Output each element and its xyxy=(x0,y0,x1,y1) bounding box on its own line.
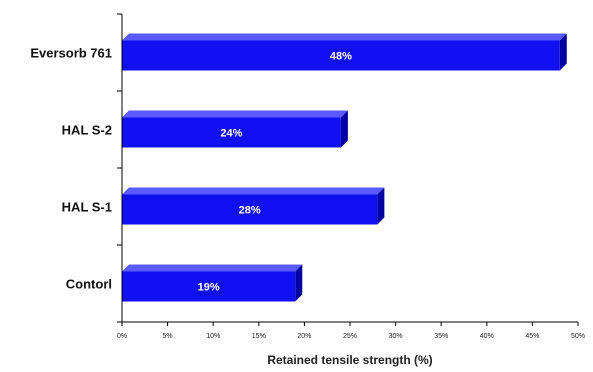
bar-side-face xyxy=(340,110,348,148)
bar-value-label: 24% xyxy=(220,128,242,140)
bar-side-face xyxy=(295,264,303,302)
x-tick-label: 50% xyxy=(571,333,585,340)
x-tick-label: 10% xyxy=(206,333,220,340)
bar-eversorb-761: 48% xyxy=(122,33,567,71)
x-tick-label: 25% xyxy=(343,333,357,340)
bar-top-face xyxy=(122,110,348,118)
x-tick-label: 40% xyxy=(480,333,494,340)
bar-side-face xyxy=(559,33,567,71)
x-tick-label: 15% xyxy=(252,333,266,340)
category-labels-group: Eversorb 761 HAL S-2 HAL S-1 Contorl xyxy=(30,46,112,292)
bar-hals-1: 28% xyxy=(122,187,385,225)
bar-front-face xyxy=(122,117,341,148)
bar-top-face xyxy=(122,33,567,41)
x-ticks-group: 0% 5% 10% 15% 20% 25% 30% 35% 40% 45% 50% xyxy=(117,322,585,340)
category-label: HAL S-2 xyxy=(62,123,112,138)
x-tick-label: 5% xyxy=(163,333,173,340)
category-label: Eversorb 761 xyxy=(30,46,112,61)
x-tick-label: 20% xyxy=(297,333,311,340)
bar-top-face xyxy=(122,187,385,195)
category-label: Contorl xyxy=(66,277,112,292)
bar-front-face xyxy=(122,40,560,71)
bar-value-label: 19% xyxy=(198,282,220,294)
x-axis-title: Retained tensile strength (%) xyxy=(267,353,432,367)
y-ticks-group xyxy=(117,13,122,323)
bar-hals-2: 24% xyxy=(122,110,348,148)
bar-top-face xyxy=(122,264,303,272)
bar-value-label: 28% xyxy=(239,205,261,217)
x-tick-label: 0% xyxy=(117,333,127,340)
bar-front-face xyxy=(122,271,296,302)
x-tick-label: 30% xyxy=(389,333,403,340)
bars-group: 48% 24% 28% 19% xyxy=(122,33,567,302)
bar-side-face xyxy=(377,187,385,225)
category-label: HAL S-1 xyxy=(62,200,112,215)
bar-contorl: 19% xyxy=(122,264,303,302)
x-tick-label: 35% xyxy=(434,333,448,340)
x-tick-label: 45% xyxy=(525,333,539,340)
bar-front-face xyxy=(122,194,378,225)
bar-value-label: 48% xyxy=(330,51,352,63)
